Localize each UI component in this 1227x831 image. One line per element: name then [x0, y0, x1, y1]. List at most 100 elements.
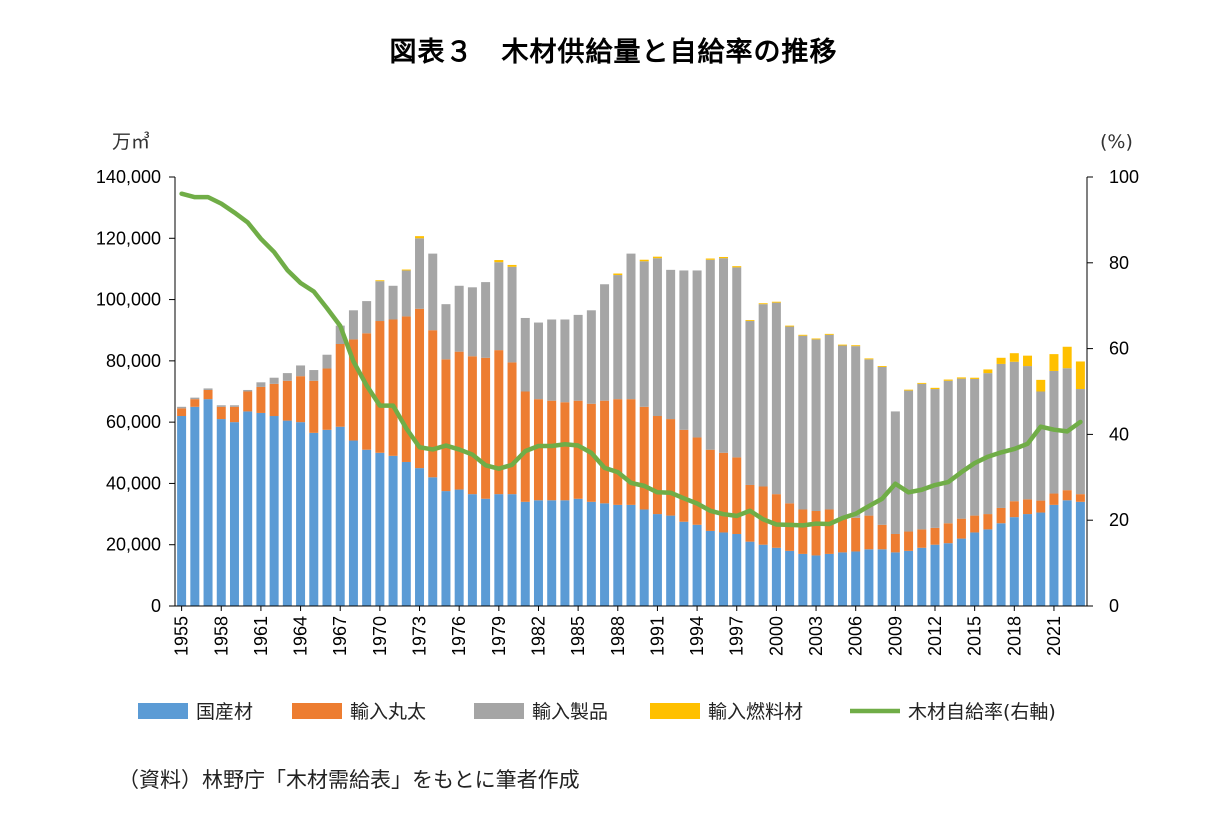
bar-輸入製品-1980: [507, 266, 517, 363]
bar-輸入燃料材-2003: [811, 338, 821, 340]
bar-国産材-1974: [428, 477, 438, 606]
bar-国産材-1962: [269, 416, 279, 606]
x-tick-label: 1955: [172, 616, 192, 656]
bar-輸入製品-1965: [309, 370, 319, 381]
bar-輸入丸太-2020: [1036, 500, 1046, 513]
bar-輸入燃料材-2018: [1009, 353, 1019, 362]
x-tick-label: 1979: [489, 616, 509, 656]
bar-国産材-2006: [851, 551, 861, 606]
bar-輸入丸太-1958: [216, 406, 226, 420]
bar-輸入丸太-1996: [719, 452, 729, 533]
bar-国産材-1965: [309, 432, 319, 606]
bar-輸入丸太-2013: [943, 523, 953, 544]
bar-輸入製品-2012: [930, 389, 940, 528]
bar-国産材-1987: [600, 503, 610, 606]
bar-輸入製品-1989: [626, 253, 636, 400]
tick-layer: 0 20,000 40,000 60,000 80,000 100,000 120,000 1…: [96, 167, 1139, 656]
bar-輸入製品-2013: [943, 380, 953, 524]
bar-輸入製品-2023: [1075, 389, 1085, 495]
bar-輸入丸太-2007: [864, 515, 874, 550]
bar-国産材-2013: [943, 543, 953, 606]
bar-国産材-1975: [441, 491, 451, 606]
bar-輸入製品-1976: [454, 285, 464, 352]
right-axis-unit: (%): [1100, 131, 1133, 153]
bar-国産材-1991: [652, 514, 662, 606]
bar-輸入丸太-1962: [269, 383, 279, 417]
bar-輸入製品-1984: [560, 319, 570, 403]
bar-輸入燃料材-2016: [983, 369, 993, 374]
bar-輸入丸太-1993: [679, 429, 689, 522]
bar-国産材-1979: [494, 494, 504, 606]
bar-輸入製品-1995: [705, 259, 715, 450]
bar-輸入丸太-1991: [652, 416, 662, 515]
self-sufficiency-line: [179, 191, 1083, 528]
bar-輸入燃料材-2011: [917, 382, 927, 384]
bar-輸入製品-1957: [203, 388, 213, 390]
right-tick-label: 20: [1109, 510, 1129, 530]
bar-輸入製品-2017: [996, 363, 1006, 508]
bar-輸入丸太-2023: [1075, 494, 1085, 502]
x-tick-label: 2021: [1044, 616, 1064, 656]
bar-輸入製品-1992: [666, 269, 676, 420]
bar-輸入丸太-1983: [547, 400, 557, 501]
x-tick-label: 2003: [806, 616, 826, 656]
x-tick-label: 1988: [608, 616, 628, 656]
bar-輸入製品-1975: [441, 304, 451, 360]
bar-輸入製品-2011: [917, 383, 927, 530]
bar-輸入製品-2006: [851, 346, 861, 518]
bar-輸入丸太-2008: [877, 524, 887, 550]
bar-国産材-2018: [1009, 517, 1019, 606]
bar-輸入丸太-2004: [824, 509, 834, 554]
x-tick-label: 1982: [528, 616, 548, 656]
left-axis-unit: 万㎥: [112, 131, 150, 153]
bar-国産材-2020: [1036, 512, 1046, 606]
bar-輸入燃料材-1995: [705, 258, 715, 260]
bar-国産材-2015: [970, 532, 980, 606]
bar-輸入丸太-1965: [309, 380, 319, 433]
bar-輸入製品-2018: [1009, 361, 1019, 502]
x-tick-label: 1997: [727, 616, 747, 656]
bar-国産材-2003: [811, 555, 821, 606]
x-tick-label: 1958: [211, 616, 231, 656]
right-tick-label: 100: [1109, 167, 1139, 187]
bar-輸入丸太-1975: [441, 359, 451, 492]
bar-輸入丸太-1985: [573, 400, 583, 499]
bar-輸入丸太-1968: [348, 339, 358, 441]
bar-国産材-1996: [719, 532, 729, 606]
bar-国産材-1973: [415, 468, 425, 606]
bar-輸入丸太-2010: [904, 531, 914, 551]
bar-国産材-1966: [322, 429, 332, 606]
bar-輸入製品-1982: [533, 322, 543, 400]
bar-国産材-2016: [983, 529, 993, 606]
bar-国産材-1999: [758, 544, 768, 606]
bar-輸入製品-2021: [1049, 370, 1059, 494]
x-tick-label: 1994: [687, 616, 707, 656]
bar-国産材-1986: [586, 501, 596, 606]
bar-輸入丸太-1982: [533, 399, 543, 501]
x-tick-label: 2009: [885, 616, 905, 656]
bar-輸入燃料材-2005: [837, 344, 847, 346]
legend-label-3: 輸入製品: [532, 701, 608, 723]
x-tick-label: 1961: [251, 616, 271, 656]
x-tick-label: 1970: [370, 616, 390, 656]
bar-輸入製品-2003: [811, 339, 821, 512]
bar-国産材-1955: [177, 416, 187, 606]
bar-国産材-2012: [930, 544, 940, 606]
bar-輸入燃料材-2013: [943, 379, 953, 381]
bar-輸入製品-1974: [428, 253, 438, 331]
bar-輸入製品-2010: [904, 390, 914, 532]
bar-輸入製品-2002: [798, 335, 808, 510]
bar-輸入丸太-1994: [692, 437, 702, 525]
bar-国産材-2021: [1049, 504, 1059, 606]
x-tick-label: 1985: [568, 616, 588, 656]
bar-輸入丸太-1966: [322, 368, 332, 430]
bar-国産材-1995: [705, 530, 715, 606]
legend-label-2: 輸入丸太: [350, 701, 426, 723]
bar-輸入丸太-1981: [520, 391, 530, 502]
bar-輸入丸太-1963: [282, 380, 292, 421]
bar-輸入丸太-1972: [401, 316, 411, 462]
bar-国産材-1984: [560, 500, 570, 606]
bar-輸入製品-2005: [837, 345, 847, 518]
legend-label-4: 輸入燃料材: [708, 701, 803, 723]
legend-swatch-3: [474, 703, 524, 719]
